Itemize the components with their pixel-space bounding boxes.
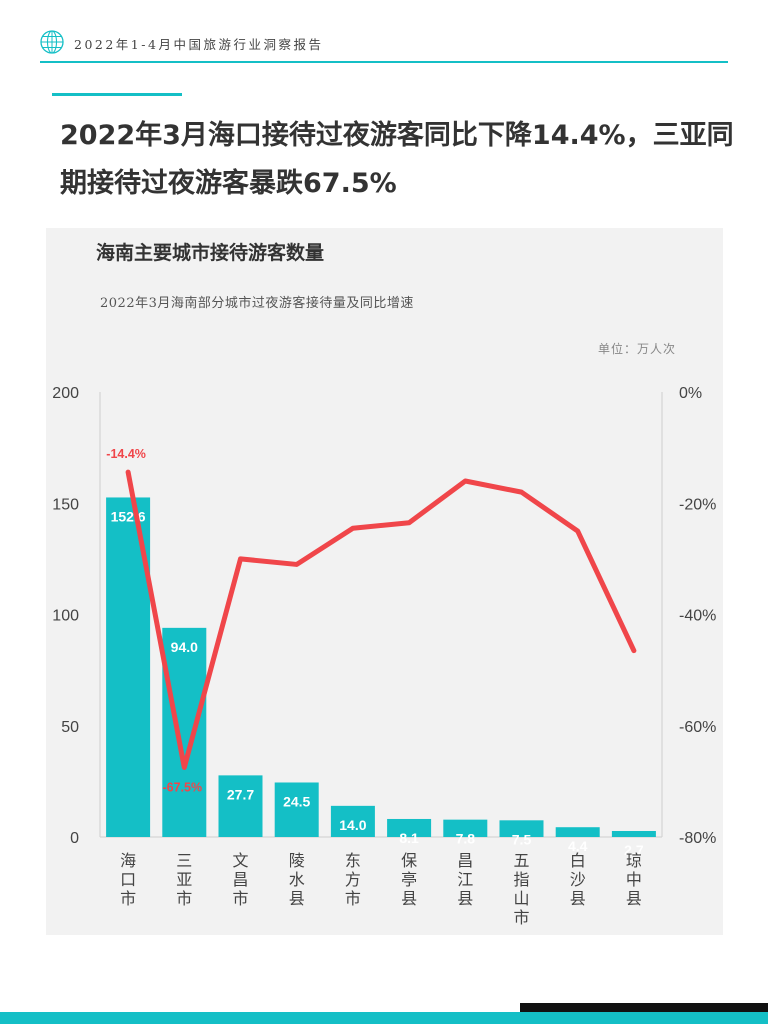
y2-tick-label: 0% — [679, 385, 702, 402]
bar-1 — [162, 627, 207, 837]
line-value-label: -67.5% — [162, 780, 202, 794]
chart-title: 海南主要城市接待游客数量 — [96, 242, 325, 264]
category-label-7: 五指山市 — [513, 851, 529, 927]
category-label-3: 陵水县 — [289, 851, 305, 908]
bar-2 — [218, 775, 263, 837]
category-label-5: 保亭县 — [401, 851, 417, 908]
category-label-1: 三亚市 — [176, 851, 192, 908]
bar-7 — [499, 820, 544, 837]
line-value-label: -14.4% — [106, 447, 146, 461]
bar-value-label: 152.6 — [111, 508, 146, 524]
line-point-1 — [183, 766, 185, 768]
unit-label: 单位：万人次 — [598, 342, 677, 356]
bar-value-label: 7.8 — [456, 831, 476, 847]
header-divider — [40, 61, 728, 63]
bar-value-label: 7.5 — [512, 831, 532, 847]
category-label-6: 昌江县 — [457, 851, 473, 908]
bar-6 — [443, 819, 488, 837]
headline-accent — [52, 93, 182, 96]
report-header: 2022年1-4月中国旅游行业洞察报告 — [40, 28, 728, 64]
page-headline: 2022年3月海口接待过夜游客同比下降14.4%，三亚同期接待过夜游客暴跌67.… — [60, 120, 734, 199]
category-label-0: 海口市 — [120, 851, 136, 908]
category-label-2: 文昌市 — [232, 851, 248, 908]
y2-tick-label: -60% — [679, 719, 716, 736]
chart-subtitle: 2022年3月海南部分城市过夜游客接待量及同比增速 — [100, 296, 414, 311]
bar-9 — [611, 830, 656, 837]
line-point-6 — [464, 480, 466, 482]
y2-tick-label: -20% — [679, 496, 716, 513]
y-tick-label: 50 — [61, 719, 79, 736]
category-label-9: 琼中县 — [626, 851, 642, 908]
y-tick-label: 150 — [52, 496, 79, 513]
y2-tick-label: -40% — [679, 608, 716, 625]
y2-tick-label: -80% — [679, 830, 716, 847]
line-point-8 — [577, 530, 579, 532]
bar-value-label: 27.7 — [227, 786, 254, 802]
bar-4 — [330, 805, 375, 837]
chart-panel — [46, 228, 723, 935]
footer-accent-dark — [520, 1003, 768, 1012]
category-label-8: 白沙县 — [570, 851, 586, 908]
y-tick-label: 0 — [70, 830, 79, 847]
bar-3 — [274, 782, 319, 837]
line-point-7 — [521, 491, 522, 493]
line-point-4 — [352, 527, 354, 529]
bar-8 — [555, 827, 600, 837]
bar-value-label: 94.0 — [171, 639, 198, 655]
line-point-2 — [240, 558, 241, 560]
bar-value-label: 4.4 — [568, 838, 588, 854]
yoy-growth-line — [125, 469, 637, 770]
report-title: 2022年1-4月中国旅游行业洞察报告 — [74, 37, 324, 52]
y-tick-label: 100 — [52, 608, 79, 625]
footer-accent-teal — [0, 1012, 768, 1024]
line-point-0 — [127, 471, 129, 473]
bar-value-label: 24.5 — [283, 793, 310, 809]
bar-value-label: 14.0 — [339, 817, 366, 833]
line-point-3 — [296, 563, 298, 565]
globe-icon — [40, 30, 64, 54]
bar-5 — [387, 818, 432, 837]
line-point-5 — [408, 522, 410, 524]
bar-value-label: 8.1 — [399, 830, 419, 846]
category-label-4: 东方市 — [345, 851, 361, 908]
bar-value-label: 2.7 — [624, 842, 644, 858]
y-tick-label: 200 — [52, 385, 79, 402]
line-point-9 — [633, 650, 635, 652]
